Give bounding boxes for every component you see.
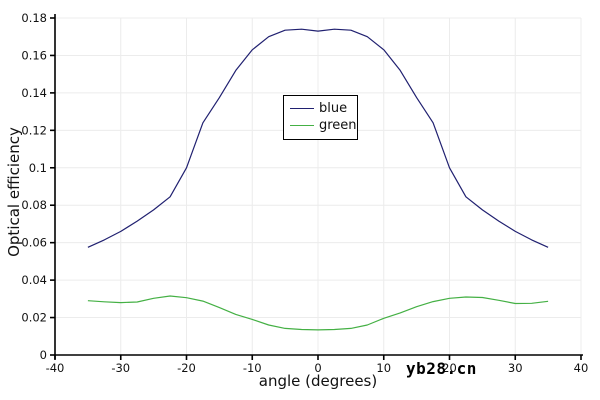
svg-text:10: 10 bbox=[376, 361, 391, 375]
svg-text:-20: -20 bbox=[177, 361, 196, 375]
x-axis-title: angle (degrees) bbox=[258, 372, 378, 390]
green-series-line bbox=[87, 295, 549, 331]
svg-text:0: 0 bbox=[314, 361, 321, 375]
legend-label-blue: blue bbox=[319, 101, 348, 116]
svg-text:40: 40 bbox=[574, 361, 589, 375]
gridlines bbox=[55, 17, 582, 355]
legend-box: blue green bbox=[283, 95, 358, 140]
blue-series-line bbox=[87, 28, 549, 248]
svg-text:0.14: 0.14 bbox=[21, 86, 47, 100]
svg-text:-10: -10 bbox=[243, 361, 262, 375]
svg-text:0.16: 0.16 bbox=[21, 48, 47, 62]
svg-text:0.1: 0.1 bbox=[29, 161, 47, 175]
y-tick-labels: 0 0.02 0.04 0.06 0.08 0.1 0.12 0.14 0.16 0.18 bbox=[21, 11, 47, 362]
svg-text:0.02: 0.02 bbox=[21, 311, 47, 325]
svg-text:0.12: 0.12 bbox=[21, 123, 47, 137]
svg-text:0.04: 0.04 bbox=[21, 273, 47, 287]
watermark-text: yb28.cn bbox=[406, 359, 477, 378]
svg-text:30: 30 bbox=[508, 361, 523, 375]
axes bbox=[50, 14, 583, 360]
green-line-sample bbox=[290, 125, 314, 126]
svg-text:0: 0 bbox=[40, 348, 47, 362]
x-tick-labels: -40 -30 -20 -10 0 10 20 30 40 bbox=[46, 361, 589, 375]
svg-text:20: 20 bbox=[442, 361, 457, 375]
legend-entry-blue: blue bbox=[290, 100, 352, 117]
y-axis-title: Optical efficiency bbox=[5, 127, 23, 257]
svg-text:0.08: 0.08 bbox=[21, 198, 47, 212]
blue-line-sample bbox=[290, 108, 314, 109]
legend-label-green: green bbox=[319, 118, 357, 133]
legend-entry-green: green bbox=[290, 117, 357, 134]
svg-text:-40: -40 bbox=[46, 361, 65, 375]
svg-text:0.18: 0.18 bbox=[21, 11, 47, 25]
svg-text:-30: -30 bbox=[111, 361, 130, 375]
svg-text:0.06: 0.06 bbox=[21, 236, 47, 250]
